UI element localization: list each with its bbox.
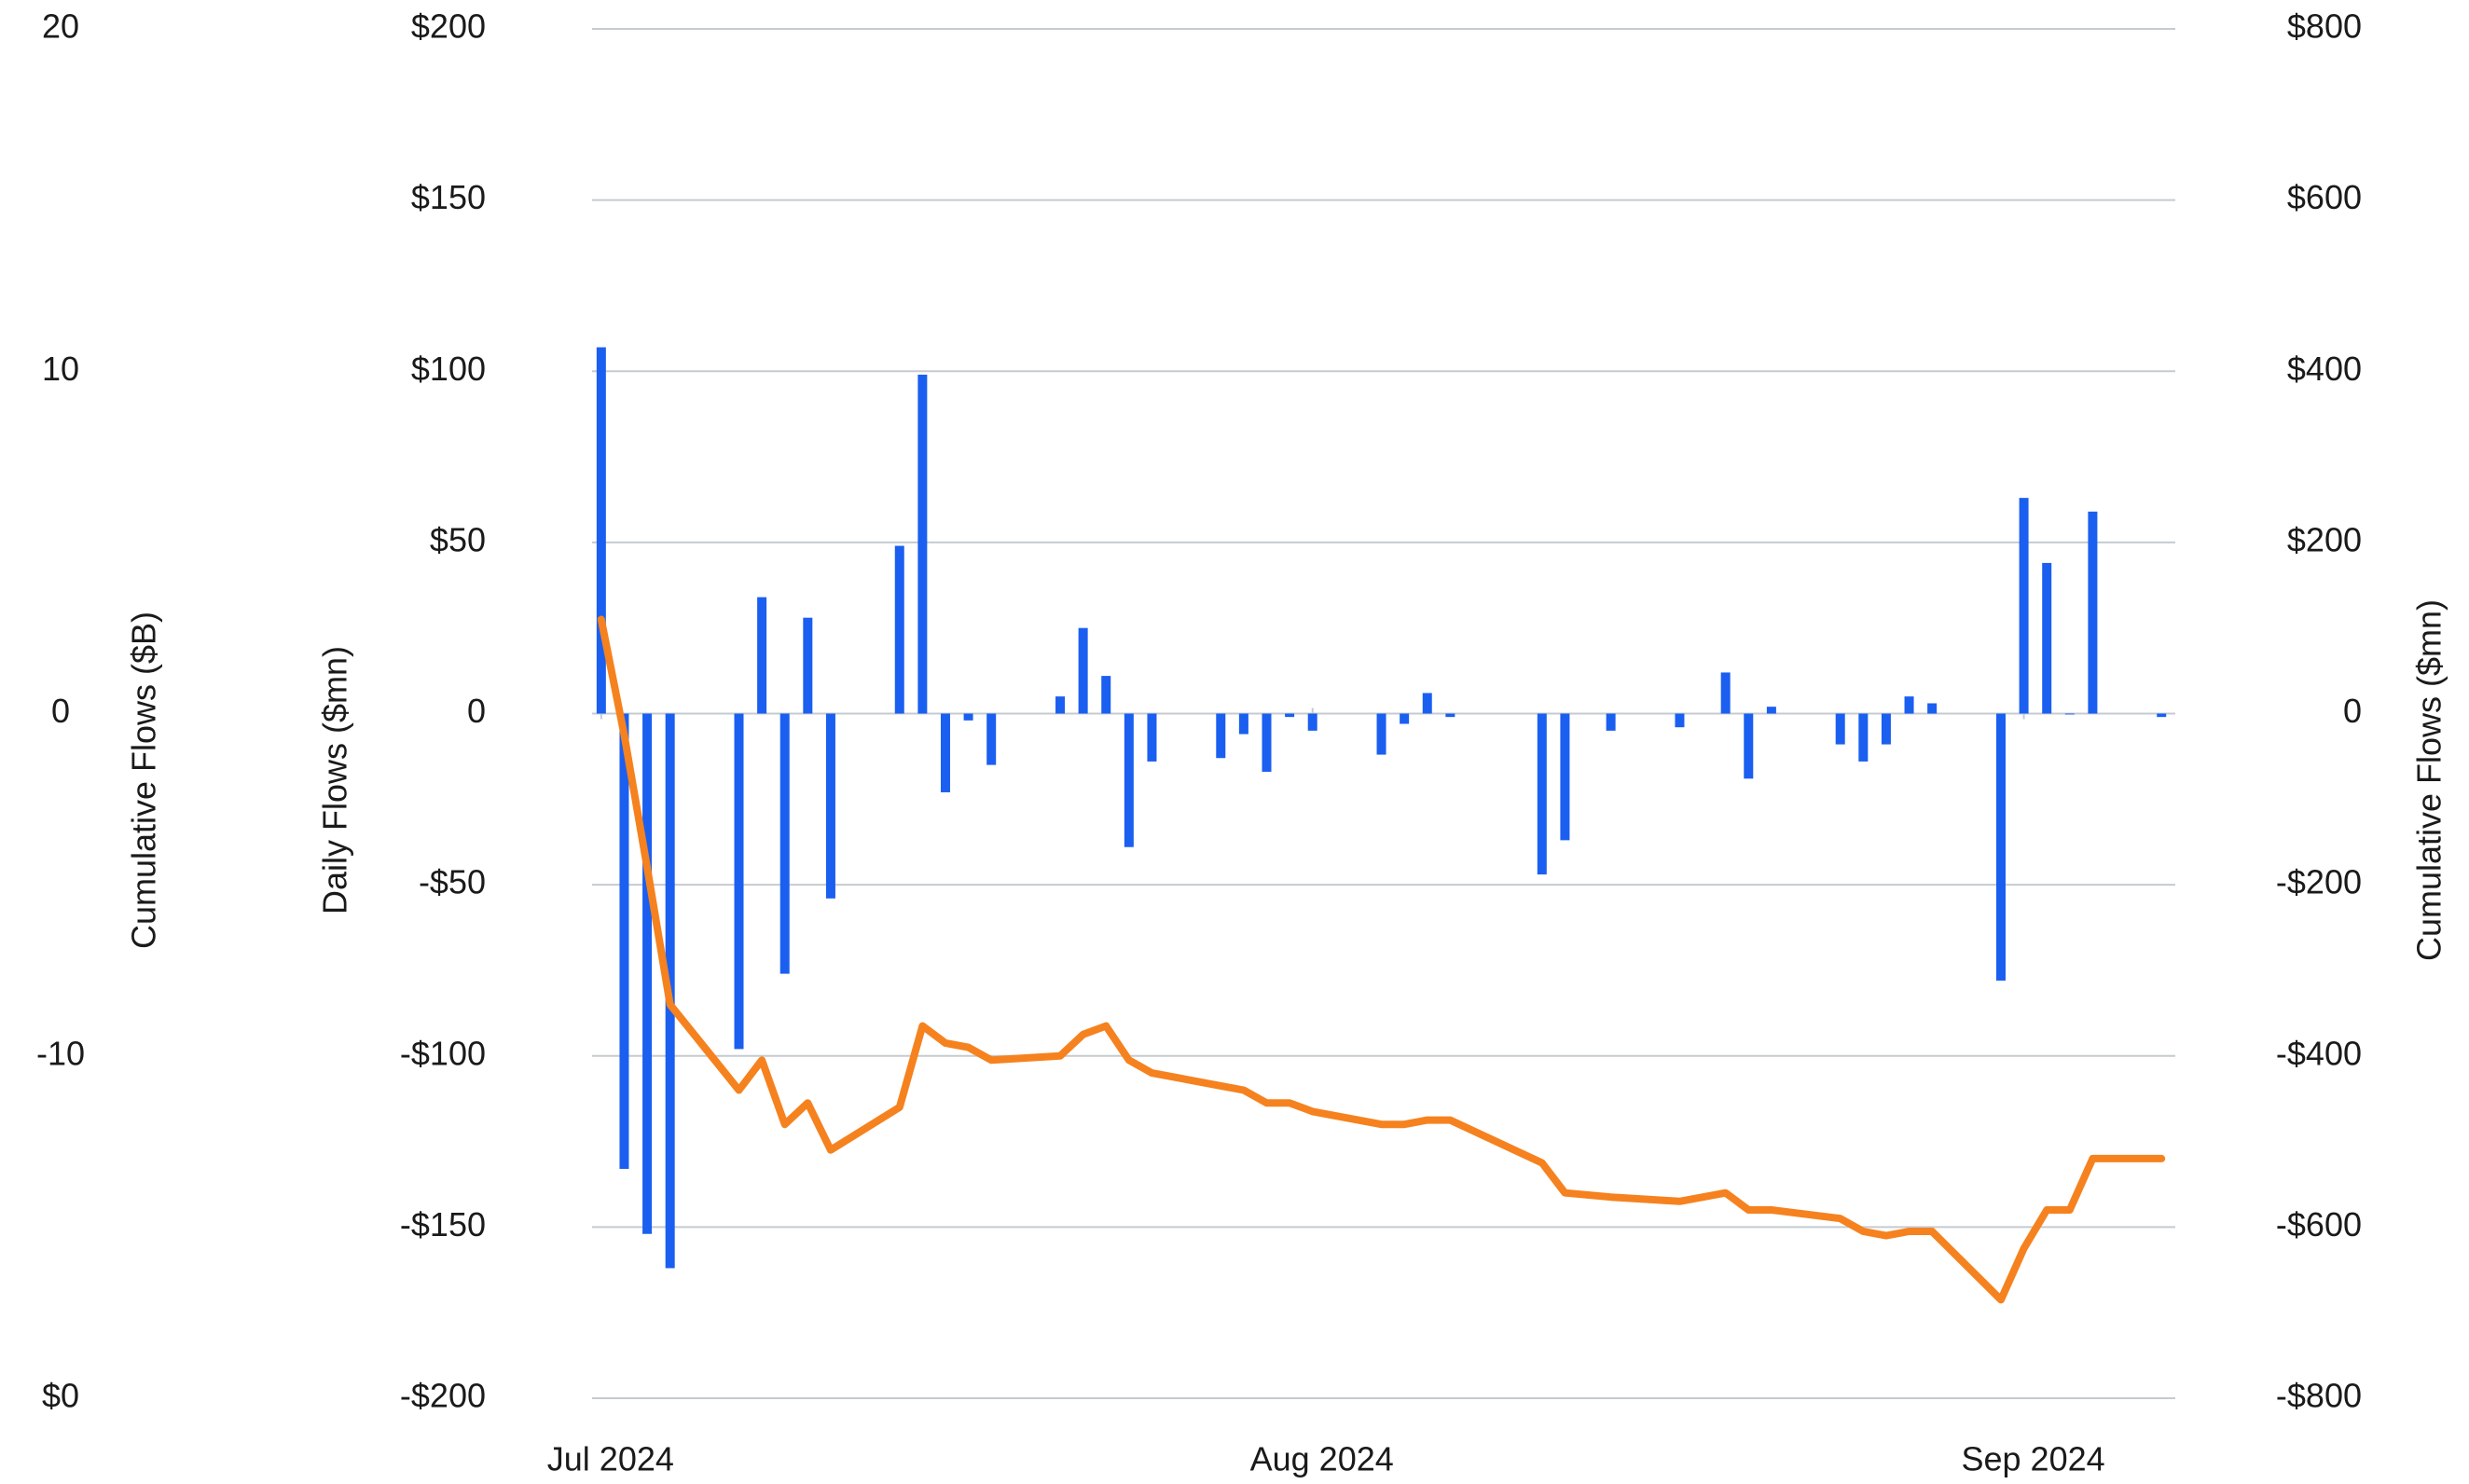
y3-tick-label: $0 — [42, 1377, 79, 1415]
bar — [1606, 713, 1616, 731]
bar — [894, 545, 904, 714]
bar — [1285, 713, 1295, 718]
bar — [1560, 713, 1570, 841]
bar — [1307, 713, 1317, 731]
bar — [1445, 713, 1455, 718]
y2-tick-label: -$800 — [2276, 1377, 2362, 1415]
bar — [1675, 713, 1685, 728]
bar — [1238, 713, 1248, 735]
bar — [2019, 498, 2029, 714]
bar — [1537, 713, 1547, 875]
y3-tick-label: -10 — [36, 1034, 85, 1072]
bar — [1262, 713, 1272, 772]
bar — [917, 374, 928, 714]
bar — [642, 713, 653, 1234]
line — [597, 615, 2166, 1304]
y3-tick-label: 20 — [42, 7, 79, 46]
y-tick-label: $100 — [411, 350, 486, 388]
y-tick-label: $150 — [411, 178, 486, 216]
bar — [1147, 713, 1157, 762]
x-tick-label: Sep 2024 — [1962, 1440, 2105, 1478]
bar — [963, 713, 973, 721]
bar — [596, 347, 606, 714]
x-tick-label: Jul 2024 — [547, 1440, 674, 1478]
bar — [1376, 713, 1386, 755]
bar — [1422, 693, 1432, 714]
bar — [986, 713, 997, 765]
bar — [1720, 672, 1731, 714]
bar — [1858, 713, 1869, 762]
bar — [825, 713, 835, 899]
bar — [1881, 713, 1891, 745]
y-tick-label: -$200 — [400, 1377, 486, 1415]
bar — [1216, 713, 1226, 759]
y-tick-label: -$150 — [400, 1205, 486, 1244]
bar — [1101, 676, 1111, 714]
x-tick-label: Aug 2024 — [1250, 1440, 1394, 1478]
bar — [1766, 707, 1776, 714]
bar — [803, 617, 813, 714]
bar — [779, 713, 790, 974]
y2-tick-label: -$200 — [2276, 863, 2362, 901]
y-tick-label: -$50 — [419, 863, 486, 901]
y2-tick-label: $800 — [2287, 7, 2362, 46]
bar — [2157, 713, 2167, 718]
bar — [2088, 511, 2098, 714]
bar — [1927, 703, 1938, 714]
y-tick-label: $50 — [430, 520, 486, 558]
y2-tick-label: -$400 — [2276, 1034, 2362, 1072]
bar — [1744, 713, 1754, 779]
bar — [619, 713, 629, 1169]
y-tick-label: -$100 — [400, 1034, 486, 1072]
bar — [734, 713, 744, 1050]
y2-tick-label: -$600 — [2276, 1205, 2362, 1244]
bar — [1124, 713, 1134, 847]
bar — [1835, 713, 1845, 745]
y3-tick-label: 0 — [51, 692, 70, 730]
bar — [1055, 696, 1066, 714]
bar — [1400, 713, 1410, 724]
y3-tick-label: 10 — [42, 350, 79, 388]
bar — [2042, 562, 2052, 714]
bar — [940, 713, 950, 792]
y3-axis-title: Cumulative Flows ($B) — [125, 611, 163, 949]
y2-tick-label: $400 — [2287, 350, 2362, 388]
y-tick-label: $200 — [411, 7, 486, 46]
bar — [1078, 627, 1088, 714]
y-tick-label: 0 — [467, 692, 486, 730]
bar — [1904, 696, 1914, 714]
bar — [1995, 713, 2006, 981]
y2-axis-title: Cumulative Flows ($mn) — [2410, 599, 2448, 961]
y2-tick-label: 0 — [2343, 692, 2362, 730]
y2-tick-label: $600 — [2287, 178, 2362, 216]
y-axis-title: Daily Flows ($mn) — [316, 646, 354, 914]
bar — [757, 597, 767, 714]
y2-tick-label: $200 — [2287, 520, 2362, 558]
bar — [2064, 713, 2075, 715]
